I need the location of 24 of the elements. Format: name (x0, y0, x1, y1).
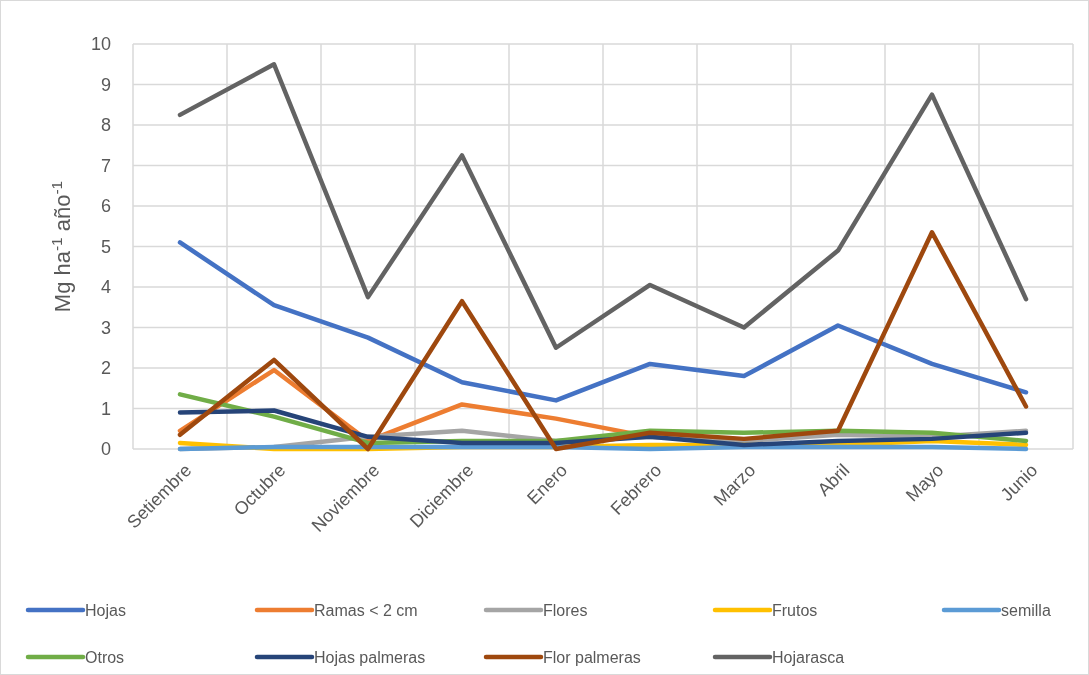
y-tick-label: 6 (100, 196, 111, 217)
legend-label: Ramas < 2 cm (314, 601, 418, 619)
y-tick-label: 3 (100, 317, 111, 338)
y-tick-label: 9 (100, 74, 111, 95)
legend-label: semilla (1001, 601, 1051, 619)
y-tick-label: 5 (100, 236, 111, 257)
y-tick-label: 10 (90, 34, 111, 55)
legend-label: Hojas (85, 601, 126, 619)
y-tick-label: 4 (100, 277, 111, 298)
legend-label: Frutos (772, 601, 818, 619)
legend-label: Otros (85, 648, 125, 666)
y-tick-label: 2 (100, 358, 111, 379)
y-tick-label: 0 (100, 439, 111, 460)
line-series (177, 230, 1029, 452)
legend-label: Hojarasca (772, 648, 845, 666)
line-series (177, 240, 1029, 403)
line-series (177, 408, 1029, 448)
line-series (177, 62, 1029, 350)
y-tick-label: 1 (100, 398, 111, 419)
y-tick-label: 8 (100, 115, 111, 136)
y-tick-label: 7 (100, 155, 111, 176)
legend-label: Flor palmeras (543, 648, 641, 666)
legend-label: Hojas palmeras (314, 648, 426, 666)
legend-label: Flores (543, 601, 588, 619)
